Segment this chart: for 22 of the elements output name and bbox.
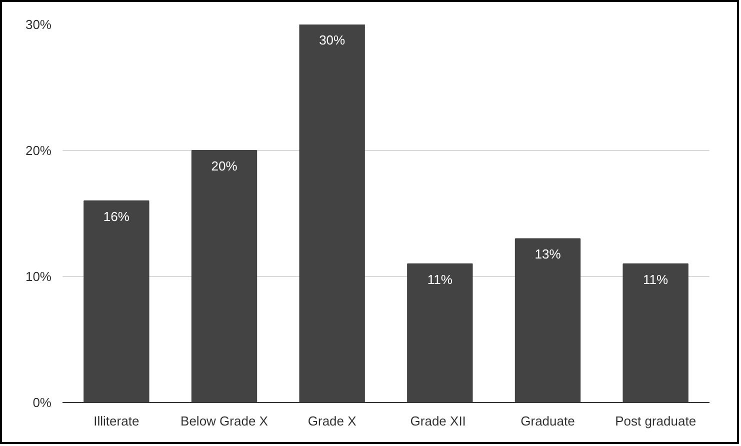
bar bbox=[84, 200, 150, 402]
bar bbox=[514, 238, 581, 402]
data-label: 20% bbox=[211, 158, 238, 174]
data-label: 16% bbox=[103, 208, 130, 224]
data-label: 30% bbox=[319, 32, 346, 48]
y-tick-label: 10% bbox=[25, 269, 52, 284]
y-tick-label: 20% bbox=[25, 143, 52, 158]
y-tick-label: 30% bbox=[25, 17, 52, 32]
bar bbox=[622, 263, 688, 402]
data-label: 13% bbox=[534, 246, 562, 262]
x-tick-label: Grade XII bbox=[410, 414, 466, 428]
x-tick-label: Grade X bbox=[308, 414, 357, 428]
x-tick-label: Post graduate bbox=[615, 414, 696, 428]
data-label: 11% bbox=[427, 272, 453, 287]
x-tick-label: Illiterate bbox=[94, 414, 140, 428]
bar bbox=[299, 24, 365, 402]
x-tick-label: Graduate bbox=[520, 414, 575, 428]
x-tick-label: Below Grade X bbox=[180, 414, 268, 428]
bar bbox=[407, 263, 473, 402]
y-tick-label: 0% bbox=[32, 395, 52, 410]
data-label: 11% bbox=[643, 272, 669, 287]
bar bbox=[191, 150, 258, 402]
